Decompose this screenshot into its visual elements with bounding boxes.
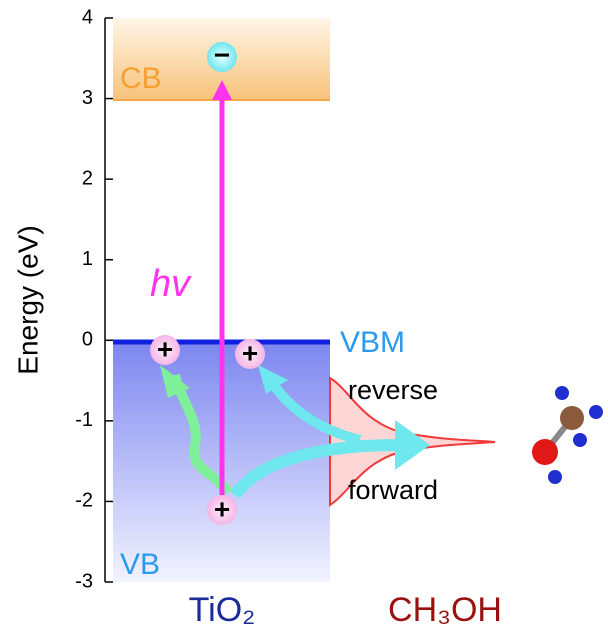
hole-sign: + <box>242 337 258 368</box>
methanol-molecule <box>532 386 603 484</box>
cb-label: CB <box>120 62 162 95</box>
material-label: TiO₂ <box>189 591 256 629</box>
y-tick-label: -2 <box>75 490 93 512</box>
y-tick-label: 0 <box>82 329 93 351</box>
y-tick-label: -3 <box>75 570 93 592</box>
y-tick-label: 2 <box>82 167 93 189</box>
vbm-label: VBM <box>340 326 405 359</box>
hole-sign: + <box>214 493 230 524</box>
forward-label: forward <box>348 475 438 505</box>
y-tick-label: 1 <box>82 248 93 270</box>
molecule-label: CH₃OH <box>388 591 502 629</box>
vb-label: VB <box>120 548 160 581</box>
y-tick-label: 3 <box>82 87 93 109</box>
hole-sign: + <box>157 333 173 364</box>
reverse-label: reverse <box>348 375 438 405</box>
y-tick-label: -1 <box>75 409 93 431</box>
electron-sign: − <box>214 39 230 70</box>
y-axis-title: Energy (eV) <box>12 225 43 374</box>
diagram: − + + + CB VB VBM hv reverse forward TiO… <box>0 0 608 633</box>
cyan-arrowhead <box>395 420 430 470</box>
y-tick-label: 4 <box>82 6 93 28</box>
excitation-label: hv <box>150 263 192 305</box>
